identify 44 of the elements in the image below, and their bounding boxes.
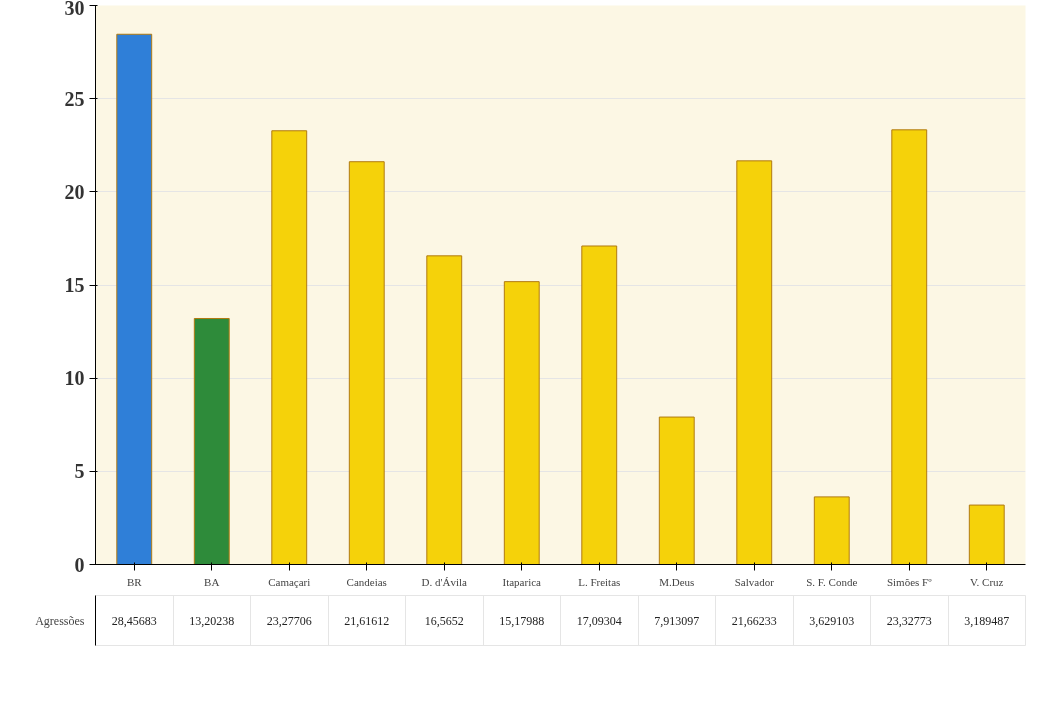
x-tick-label: V. Cruz xyxy=(970,575,1004,588)
x-tick-label: Itaparica xyxy=(502,575,542,588)
bar xyxy=(426,255,463,565)
bar xyxy=(658,416,695,565)
bar xyxy=(348,161,385,565)
data-label: 13,20238 xyxy=(189,613,235,628)
data-label: 3,189487 xyxy=(964,613,1010,628)
x-tick-label: BA xyxy=(204,575,220,588)
bar xyxy=(736,160,773,565)
x-tick-label: Candeias xyxy=(346,575,387,588)
bar xyxy=(271,130,308,565)
data-label: 17,09304 xyxy=(576,613,622,628)
x-tick-label: Camaçari xyxy=(268,575,311,588)
data-label: 21,66233 xyxy=(731,613,777,628)
y-tick-label: 30 xyxy=(64,0,85,19)
data-label: 21,61612 xyxy=(344,613,390,628)
data-label: 28,45683 xyxy=(111,613,157,628)
data-label: 7,913097 xyxy=(654,613,700,628)
x-tick-label: BR xyxy=(126,575,143,588)
bar xyxy=(116,33,153,565)
x-tick-label: L. Freitas xyxy=(578,575,621,588)
data-label: 23,27706 xyxy=(266,613,312,628)
bar xyxy=(193,318,230,565)
data-label: 16,5652 xyxy=(424,613,464,628)
data-label: 23,32773 xyxy=(886,613,932,628)
x-tick-label: M.Deus xyxy=(659,575,695,588)
data-label: 3,629103 xyxy=(809,613,855,628)
y-tick-label: 15 xyxy=(64,274,85,296)
data-label: 15,17988 xyxy=(499,613,545,628)
y-tick-label: 25 xyxy=(64,87,85,110)
bar xyxy=(891,129,928,565)
text: Agressões xyxy=(35,613,85,628)
x-tick-label: S. F. Conde xyxy=(806,575,858,588)
bar xyxy=(581,245,618,565)
y-tick-label: 0 xyxy=(74,553,85,576)
y-tick-label: 10 xyxy=(64,367,85,390)
x-tick-label: Salvador xyxy=(734,575,775,588)
bar xyxy=(503,281,540,565)
bar xyxy=(813,496,850,565)
y-tick-label: 20 xyxy=(64,180,85,203)
x-tick-label: Simões Fº xyxy=(886,575,933,588)
bar xyxy=(968,504,1005,565)
y-tick-label: 5 xyxy=(74,460,85,483)
x-tick-label: D. d'Ávila xyxy=(421,575,468,588)
